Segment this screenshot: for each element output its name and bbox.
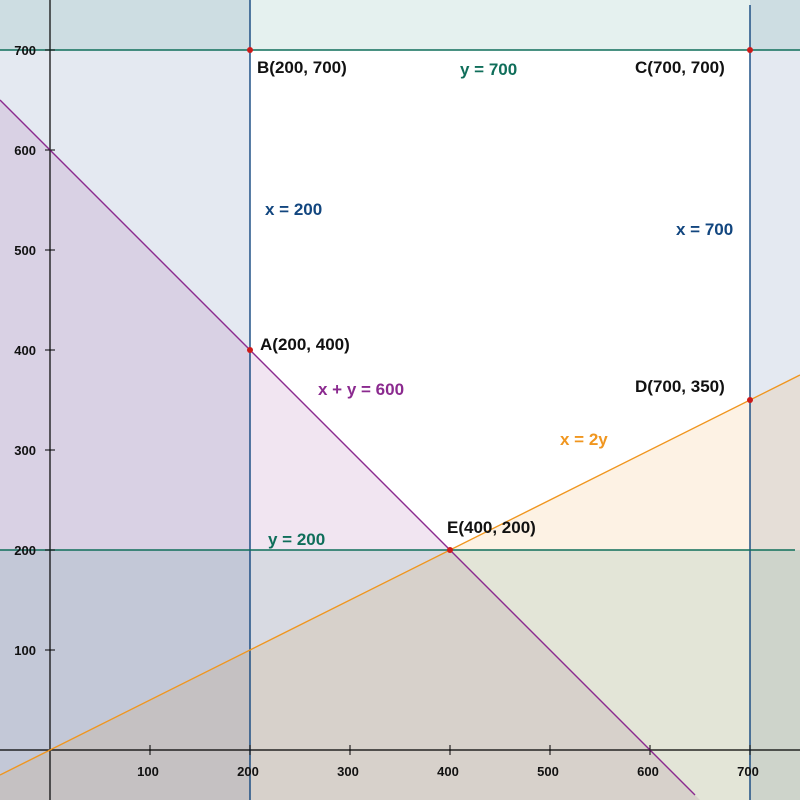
point-label-D: D(700, 350) bbox=[635, 377, 725, 396]
y-tick-label: 700 bbox=[14, 43, 36, 58]
x-tick-label: 100 bbox=[137, 764, 159, 779]
region-x200-shade bbox=[0, 0, 250, 800]
x-tick-label: 400 bbox=[437, 764, 459, 779]
point-label-E: E(400, 200) bbox=[447, 518, 536, 537]
y-tick-label: 400 bbox=[14, 343, 36, 358]
x-tick-label: 300 bbox=[337, 764, 359, 779]
y-tick-label: 200 bbox=[14, 543, 36, 558]
x-tick-label: 200 bbox=[237, 764, 259, 779]
point-C bbox=[747, 47, 753, 53]
point-A bbox=[247, 347, 253, 353]
vertex-labels: A(200, 400) B(200, 700) C(700, 700) D(700, … bbox=[257, 58, 725, 537]
label-y700: y = 700 bbox=[460, 60, 517, 79]
region-x700-shade bbox=[750, 0, 800, 800]
constraint-labels: y = 700 x = 200 x = 700 x + y = 600 x = 2y y … bbox=[265, 60, 733, 549]
label-x2y: x = 2y bbox=[560, 430, 608, 449]
point-D bbox=[747, 397, 753, 403]
y-tick-label: 100 bbox=[14, 643, 36, 658]
region-x2y-shade bbox=[0, 375, 800, 800]
point-B bbox=[247, 47, 253, 53]
point-label-A: A(200, 400) bbox=[260, 335, 350, 354]
y-tick-label: 300 bbox=[14, 443, 36, 458]
y-tick-label: 500 bbox=[14, 243, 36, 258]
vertex-points bbox=[247, 47, 753, 553]
y-tick-label: 600 bbox=[14, 143, 36, 158]
x-tick-label: 500 bbox=[537, 764, 559, 779]
region-y200-shade bbox=[0, 550, 800, 800]
label-y200: y = 200 bbox=[268, 530, 325, 549]
x-tick-label: 700 bbox=[737, 764, 759, 779]
line-x2y bbox=[0, 374, 800, 776]
axis-ticks: 100 200 300 400 500 600 700 100 200 300 400 500 600 7… bbox=[14, 43, 759, 779]
x-tick-label: 600 bbox=[637, 764, 659, 779]
region-y700-shade bbox=[0, 0, 800, 50]
point-label-C: C(700, 700) bbox=[635, 58, 725, 77]
point-label-B: B(200, 700) bbox=[257, 58, 347, 77]
point-E bbox=[447, 547, 453, 553]
label-x200: x = 200 bbox=[265, 200, 322, 219]
line-xy600 bbox=[0, 99, 696, 796]
label-xy600: x + y = 600 bbox=[318, 380, 404, 399]
label-x700: x = 700 bbox=[676, 220, 733, 239]
